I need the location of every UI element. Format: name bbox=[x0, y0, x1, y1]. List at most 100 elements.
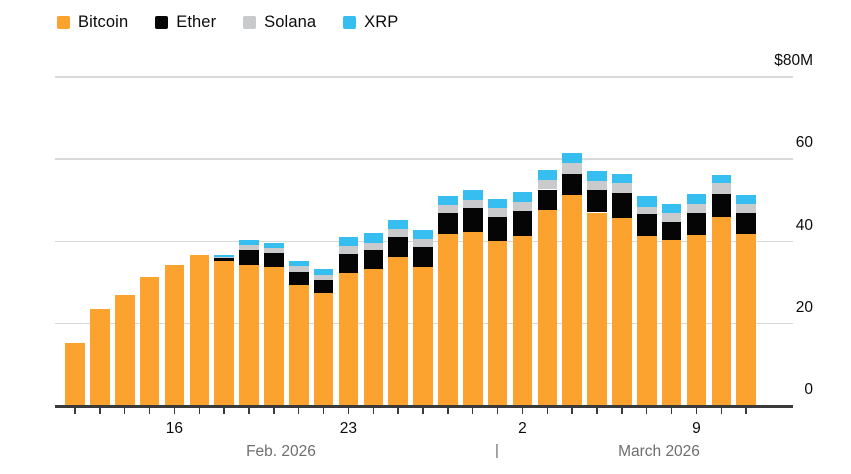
bar-segment bbox=[736, 203, 756, 214]
x-axis-tick bbox=[695, 408, 698, 414]
bar-segment bbox=[612, 218, 632, 405]
x-axis-tick bbox=[74, 408, 76, 414]
bar-segment bbox=[562, 152, 582, 164]
bar-segment bbox=[562, 194, 582, 405]
x-axis-tick bbox=[223, 408, 225, 414]
bar-segment bbox=[139, 276, 160, 405]
legend-item-bitcoin: Bitcoin bbox=[57, 13, 128, 32]
legend-label-bitcoin: Bitcoin bbox=[78, 13, 129, 31]
x-axis-tick bbox=[173, 408, 176, 414]
bar-segment bbox=[661, 221, 682, 241]
x-axis-tick bbox=[273, 408, 275, 414]
bar-segment bbox=[711, 216, 731, 405]
bar-segment bbox=[463, 207, 483, 232]
bar-segment bbox=[438, 213, 458, 235]
legend-item-xrp: XRP bbox=[343, 13, 398, 32]
bar-segment bbox=[164, 265, 185, 405]
bar-segment bbox=[438, 205, 458, 214]
bar-segment bbox=[637, 235, 657, 405]
bar-segment bbox=[661, 212, 682, 222]
bar-segment bbox=[512, 210, 533, 236]
bar-segment bbox=[463, 199, 483, 208]
y-axis-label-0: 0 bbox=[804, 381, 813, 398]
y-axis-label-20: 20 bbox=[795, 298, 813, 316]
x-axis-tick bbox=[372, 408, 375, 414]
bar-segment bbox=[438, 196, 458, 206]
legend-swatch-xrp bbox=[343, 16, 357, 29]
gridline-60 bbox=[55, 158, 793, 160]
x-axis-label-23: 23 bbox=[339, 420, 358, 437]
bar-segment bbox=[637, 214, 657, 236]
bar-segment bbox=[313, 274, 334, 281]
bar-segment bbox=[214, 257, 234, 261]
bar-segment bbox=[487, 216, 508, 241]
month-label-march: March 2026 bbox=[618, 443, 700, 460]
bar-segment bbox=[413, 246, 433, 267]
bar-segment bbox=[338, 272, 359, 405]
bar-segment bbox=[537, 179, 557, 190]
bar-segment bbox=[661, 203, 682, 213]
legend-label-xrp: XRP bbox=[364, 13, 399, 31]
bar-segment bbox=[115, 295, 135, 405]
bar-segment bbox=[338, 246, 359, 255]
legend-label-solana: Solana bbox=[264, 13, 317, 31]
bar-segment bbox=[239, 240, 259, 245]
bar-segment bbox=[487, 199, 508, 209]
bar-segment bbox=[289, 260, 309, 266]
bar-segment bbox=[487, 208, 508, 217]
legend-item-ether: Ether bbox=[155, 13, 216, 32]
bar-segment bbox=[264, 266, 284, 405]
bar-segment bbox=[65, 342, 85, 405]
x-axis-tick bbox=[347, 408, 350, 414]
x-axis-tick bbox=[521, 408, 524, 414]
x-axis-line bbox=[55, 405, 793, 408]
x-axis-tick bbox=[670, 408, 673, 414]
x-axis-tick bbox=[745, 408, 747, 414]
bar-segment bbox=[587, 171, 607, 181]
x-axis-tick bbox=[422, 408, 424, 414]
bar-segment bbox=[587, 180, 607, 190]
x-axis-tick bbox=[123, 408, 126, 414]
x-axis-tick bbox=[297, 408, 300, 414]
x-axis-tick bbox=[99, 408, 101, 414]
bar-segment bbox=[214, 260, 234, 405]
bar-segment bbox=[537, 169, 557, 180]
bar-segment bbox=[562, 163, 582, 174]
bar-segment bbox=[363, 268, 383, 405]
bar-segment bbox=[637, 196, 657, 207]
bar-segment bbox=[363, 233, 383, 243]
bar-segment bbox=[686, 204, 707, 214]
x-axis-tick bbox=[546, 408, 549, 414]
bar-segment bbox=[90, 308, 110, 405]
legend-swatch-solana bbox=[243, 16, 257, 29]
x-axis-tick bbox=[571, 408, 573, 414]
bar-segment bbox=[363, 242, 383, 250]
bar-segment bbox=[587, 189, 607, 213]
y-axis-label-40: 40 bbox=[795, 216, 813, 234]
x-axis-tick bbox=[471, 408, 474, 414]
month-divider: | bbox=[495, 442, 499, 459]
bar-segment bbox=[313, 268, 334, 275]
bar-segment bbox=[637, 206, 657, 215]
bar-segment bbox=[413, 266, 433, 405]
bar-segment bbox=[264, 248, 284, 254]
x-axis-tick bbox=[496, 408, 499, 414]
bar-segment bbox=[438, 234, 458, 405]
bar-segment bbox=[711, 194, 731, 217]
bar-segment bbox=[289, 271, 309, 285]
bar-segment bbox=[313, 280, 334, 294]
bar-segment bbox=[264, 243, 284, 249]
x-axis-label-2: 2 bbox=[518, 420, 527, 437]
bar-segment bbox=[686, 235, 707, 405]
bar-segment bbox=[313, 293, 334, 405]
legend-item-solana: Solana bbox=[243, 13, 316, 32]
bar-segment bbox=[686, 194, 707, 205]
bar-segment bbox=[239, 245, 259, 250]
y-axis-label-60: 60 bbox=[795, 134, 813, 152]
x-axis-label-16: 16 bbox=[165, 420, 184, 437]
y-axis-label-80: $80M bbox=[774, 52, 813, 69]
bar-segment bbox=[711, 183, 731, 195]
x-axis-tick bbox=[645, 408, 648, 414]
bar-segment bbox=[413, 239, 433, 247]
